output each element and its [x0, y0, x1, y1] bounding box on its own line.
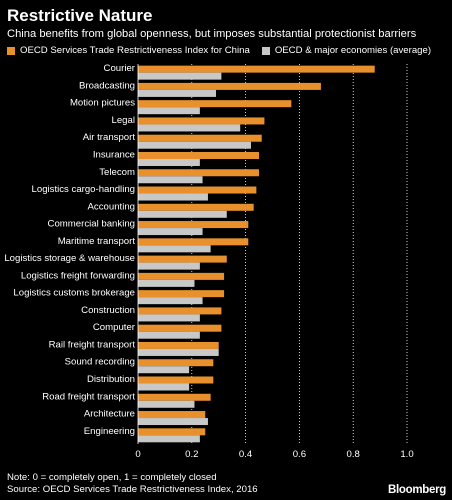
category-label-19: Road freight transport [42, 391, 135, 402]
bar-china-4 [138, 134, 262, 142]
category-label-8: Accounting [88, 201, 135, 212]
bar-oecd-20 [138, 418, 208, 426]
bar-oecd-4 [138, 141, 251, 149]
bar-china-17 [138, 359, 214, 367]
bar-china-16 [138, 341, 219, 349]
category-label-11: Logistics storage & warehouse [4, 253, 135, 264]
category-label-3: Legal [112, 115, 135, 126]
bar-china-18 [138, 376, 214, 384]
bar-oecd-14 [138, 314, 200, 322]
bar-china-19 [138, 393, 211, 401]
bar-oecd-12 [138, 279, 195, 287]
bar-china-1 [138, 82, 321, 90]
legend-label-china: OECD Services Trade Restrictiveness Inde… [20, 45, 250, 56]
legend: OECD Services Trade Restrictiveness Inde… [7, 45, 443, 56]
category-label-18: Distribution [87, 374, 135, 385]
bar-oecd-15 [138, 331, 200, 339]
bar-oecd-8 [138, 210, 227, 218]
category-label-0: Courier [104, 63, 136, 74]
bar-oecd-3 [138, 124, 241, 132]
bar-china-7 [138, 186, 257, 194]
bar-china-14 [138, 307, 222, 315]
bar-china-11 [138, 255, 227, 263]
category-label-9: Commercial banking [48, 219, 135, 230]
bar-oecd-17 [138, 366, 190, 374]
x-tick-label-4: 0.8 [347, 449, 360, 460]
bloomberg-logo: Bloomberg [388, 484, 446, 496]
category-label-12: Logistics freight forwarding [21, 270, 135, 281]
bar-oecd-16 [138, 348, 219, 356]
source-text: Source: OECD Services Trade Restrictiven… [7, 484, 258, 495]
bar-china-12 [138, 272, 225, 280]
bar-oecd-6 [138, 176, 203, 184]
bar-oecd-2 [138, 107, 200, 115]
category-label-14: Construction [81, 305, 135, 316]
x-tick-label-1: 0.2 [185, 449, 198, 460]
category-label-5: Insurance [93, 149, 135, 160]
bar-oecd-19 [138, 400, 195, 408]
bar-oecd-21 [138, 435, 200, 443]
legend-swatch-oecd [261, 46, 270, 55]
bar-china-6 [138, 169, 260, 177]
bar-oecd-7 [138, 193, 208, 201]
bar-oecd-13 [138, 297, 203, 305]
bar-china-9 [138, 221, 249, 229]
bar-china-15 [138, 324, 222, 332]
category-label-20: Architecture [84, 409, 135, 420]
bar-china-5 [138, 151, 260, 159]
bar-china-0 [138, 65, 375, 73]
note-text: Note: 0 = completely open, 1 = completel… [7, 472, 217, 483]
bar-oecd-11 [138, 262, 200, 270]
category-label-10: Maritime transport [58, 236, 136, 247]
chart-subtitle: China benefits from global openness, but… [7, 28, 417, 40]
category-label-17: Sound recording [65, 357, 135, 368]
bar-oecd-1 [138, 89, 217, 97]
bar-china-3 [138, 117, 265, 125]
bar-oecd-5 [138, 158, 200, 166]
category-label-21: Engineering [84, 426, 135, 437]
bar-china-21 [138, 428, 206, 436]
x-tick-label-3: 0.6 [293, 449, 306, 460]
category-label-2: Motion pictures [70, 98, 135, 109]
chart-title: Restrictive Nature [7, 6, 153, 25]
bar-china-8 [138, 203, 254, 211]
category-label-1: Broadcasting [79, 80, 135, 91]
legend-label-oecd: OECD & major economies (average) [274, 45, 432, 56]
bar-china-10 [138, 238, 249, 246]
legend-item-china: OECD Services Trade Restrictiveness Inde… [7, 45, 250, 56]
category-label-6: Telecom [99, 167, 135, 178]
bar-oecd-18 [138, 383, 190, 391]
x-tick-label-2: 0.4 [239, 449, 253, 460]
bar-oecd-9 [138, 228, 203, 236]
bar-oecd-10 [138, 245, 211, 253]
category-label-16: Rail freight transport [49, 339, 136, 350]
category-label-15: Computer [93, 322, 136, 333]
category-label-7: Logistics cargo-handling [32, 184, 135, 195]
category-label-4: Air transport [83, 132, 136, 143]
bar-china-20 [138, 411, 206, 419]
legend-item-oecd: OECD & major economies (average) [261, 45, 432, 56]
bar-china-13 [138, 290, 225, 298]
bar-china-2 [138, 100, 292, 108]
category-label-13: Logistics customs brokerage [13, 288, 135, 299]
bar-oecd-0 [138, 72, 222, 80]
legend-swatch-china [7, 46, 15, 55]
x-tick-label-0: 0 [135, 449, 140, 460]
x-tick-label-5: 1.0 [400, 449, 413, 460]
